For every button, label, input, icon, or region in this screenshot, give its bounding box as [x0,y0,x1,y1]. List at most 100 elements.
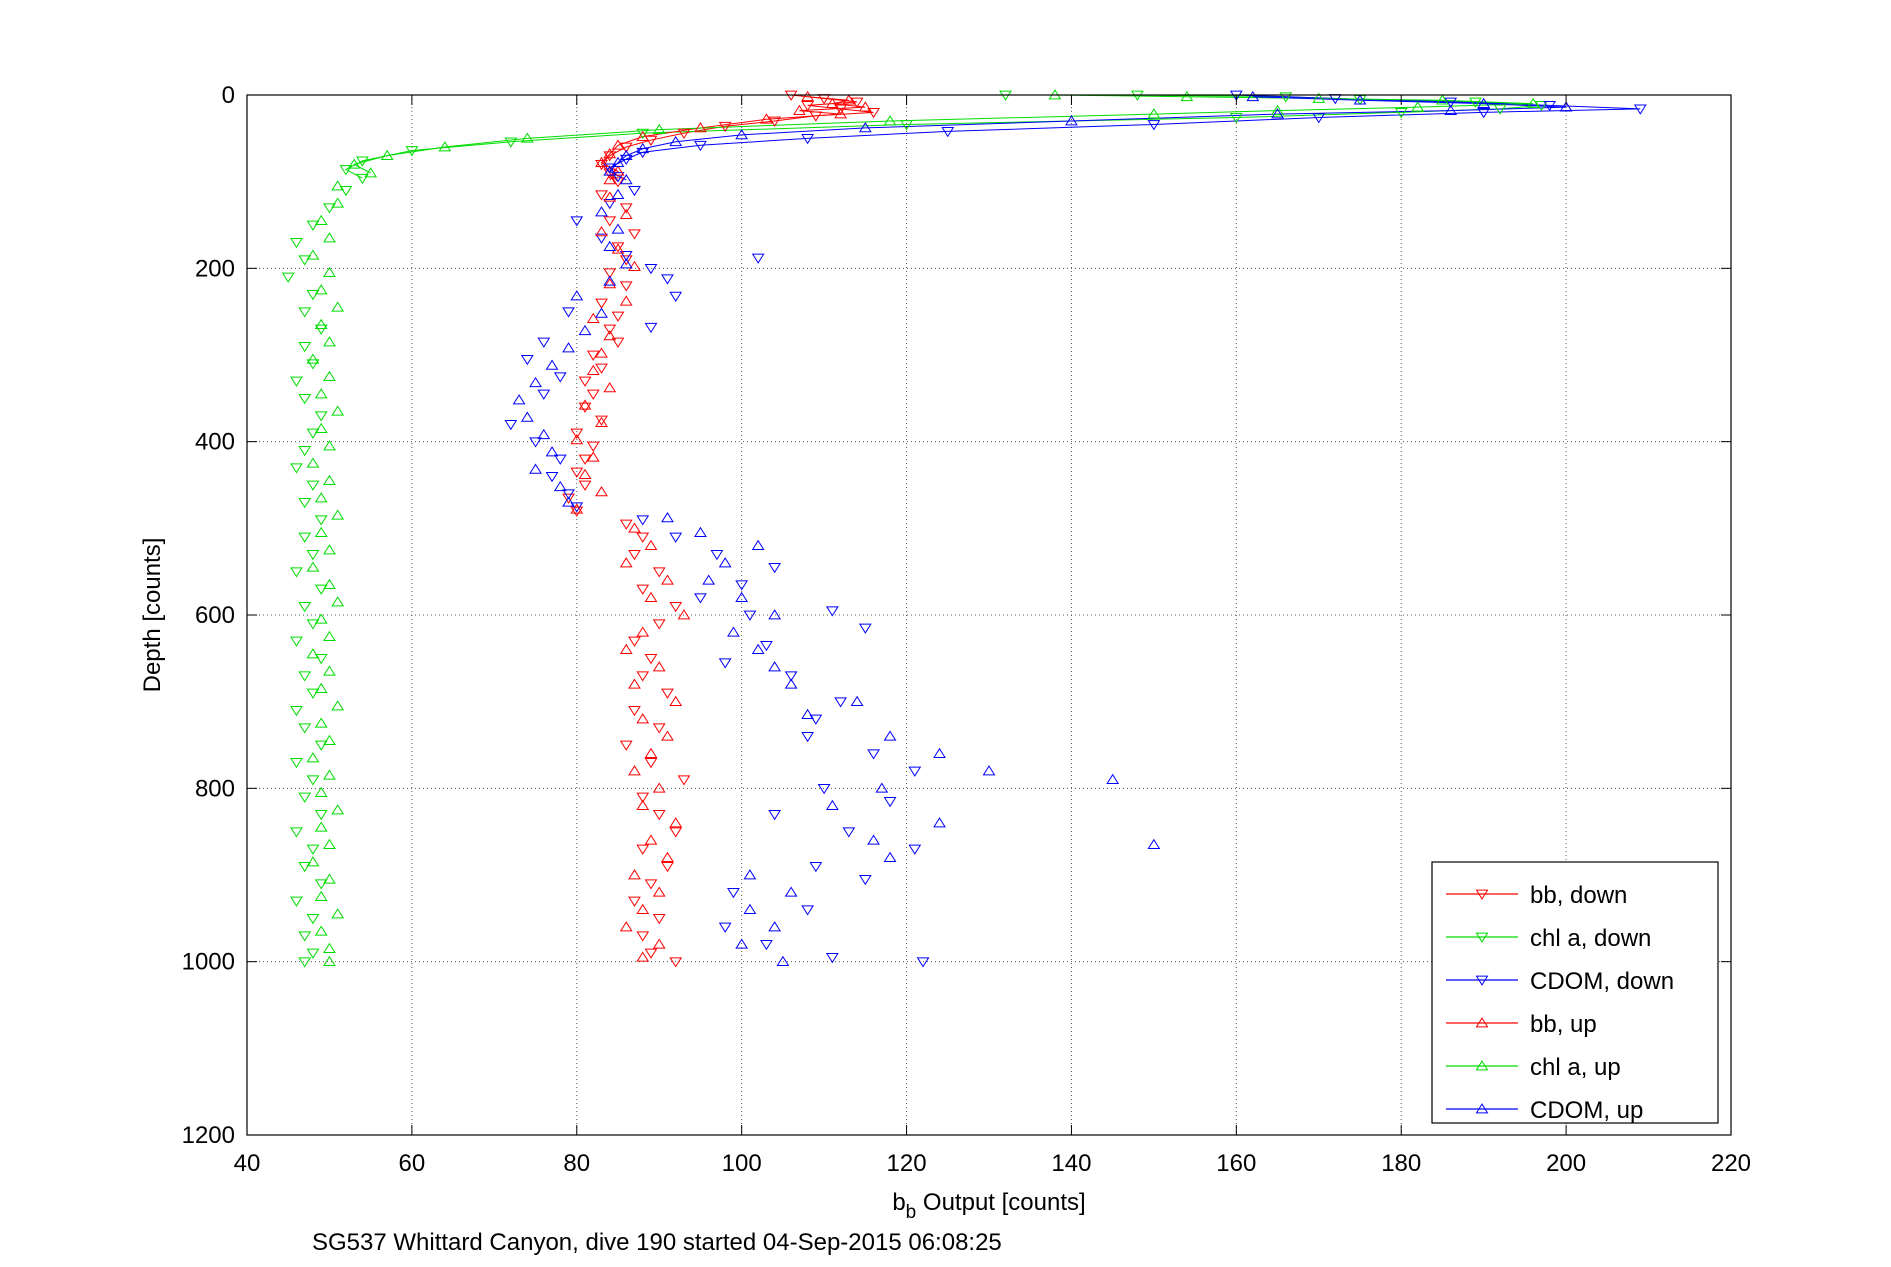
data-point-cdom-down [644,322,658,334]
data-point-bb-down [718,121,732,133]
data-point-cdom-down [759,939,773,951]
data-point-bb-up [619,643,633,655]
data-point-cdom-down [727,887,740,899]
data-point-chl-a-up [314,890,328,902]
data-point-cdom-up [545,359,559,370]
data-point-cdom-up [595,206,608,217]
data-point-cdom-up [537,428,551,440]
data-point-chl-a-down [306,359,320,370]
x-axis-label-subscript: b [906,1202,917,1223]
data-point-bb-down [619,255,633,266]
data-point-chl-a-up [520,132,534,143]
data-point-chl-a-down [298,307,312,318]
data-point-chl-a-down [356,156,369,167]
data-point-bb-up [578,399,592,410]
data-point-bb-down [636,532,650,543]
data-point-bb-down [628,549,641,561]
data-point-bb-down [595,415,608,426]
y-tick-label: 800 [195,775,235,802]
data-point-bb-down [661,861,674,873]
data-point-bb-down [652,567,666,578]
data-point-chl-a-down [306,688,320,699]
data-point-cdom-down [1477,107,1491,119]
data-point-cdom-down [784,671,798,682]
data-point-cdom-up [768,661,782,672]
x-axis-label-main: b [892,1189,905,1216]
data-point-cdom-down [644,263,658,275]
data-point-cdom-up [611,223,625,234]
data-point-chl-a-down [314,411,328,422]
data-point-bb-up [619,557,633,568]
legend-box [1431,861,1719,1124]
data-point-cdom-up [520,411,534,422]
data-point-bb-up [636,799,650,811]
series-chl-a-down [281,90,1548,968]
data-point-bb-down [570,467,584,478]
y-tick-label: 0 [222,82,235,109]
data-point-bb-up [652,782,666,793]
data-point-chl-a-up [306,856,320,867]
x-tick-label: 160 [1216,1150,1256,1177]
data-point-chl-a-down [298,861,312,873]
data-point-chl-a-up [323,873,336,884]
data-point-bb-down [578,402,592,413]
data-point-bb-down [652,809,666,821]
series-line-bb-up [600,96,866,181]
x-tick-label: 180 [1381,1150,1421,1177]
data-point-bb-down [619,740,633,751]
data-point-chl-a-down [1493,104,1507,115]
data-point-bb-down [595,190,608,201]
data-point-bb-down [636,671,650,682]
data-point-chl-a-down [306,619,320,630]
data-point-cdom-down [825,952,839,964]
data-point-cdom-up [784,886,798,897]
data-point-chl-a-down [298,445,312,457]
series-cdom-down [504,90,1647,968]
data-point-bb-up [603,382,617,393]
data-point-cdom-down [636,515,650,526]
data-point-bb-down [603,151,617,162]
data-point-cdom-up [858,122,872,133]
data-point-chl-a-down [405,146,419,157]
data-point-chl-a-up [1436,94,1449,105]
data-point-chl-a-up [323,232,336,243]
data-point-chl-a-down [314,584,328,595]
data-point-chl-a-down [306,220,320,231]
data-point-chl-a-down [339,185,353,197]
data-point-chl-a-down [306,844,320,855]
x-tick-label: 120 [887,1150,927,1177]
data-point-chl-a-up [323,440,336,451]
data-point-cdom-up [603,275,617,286]
data-point-cdom-down [603,198,617,210]
data-point-chl-a-down [314,515,328,526]
data-point-chl-a-up [314,786,328,798]
data-point-cdom-down [710,549,724,561]
data-point-bb-up [792,104,806,115]
data-point-bb-down [644,757,658,769]
data-point-bb-down [611,242,625,253]
data-point-cdom-up [776,955,790,967]
data-point-cdom-down [529,437,542,448]
data-point-cdom-up [603,240,617,252]
data-point-cdom-down [834,697,848,708]
data-point-bb-down [636,931,650,942]
data-point-cdom-down [735,580,749,591]
data-point-cdom-down [842,827,856,838]
data-point-chl-a-up [314,613,328,624]
data-point-bb-up [570,434,584,445]
data-point-cdom-up [867,834,880,845]
series-bb-up [570,90,872,962]
data-point-chl-a-down [323,203,336,214]
x-tick-label: 40 [234,1150,261,1177]
data-point-cdom-down [504,419,518,431]
data-point-chl-a-up [323,734,336,746]
data-point-cdom-down [619,250,633,262]
data-point-chl-a-down [298,255,312,266]
data-point-bb-down [603,268,617,279]
data-point-chl-a-up [314,821,328,832]
data-point-cdom-up [743,903,757,915]
data-point-bb-down [619,281,633,292]
series-cdom-up [512,90,1573,967]
figure-caption: SG537 Whittard Canyon, dive 190 started … [312,1229,1002,1256]
data-point-chl-a-down [298,341,312,353]
